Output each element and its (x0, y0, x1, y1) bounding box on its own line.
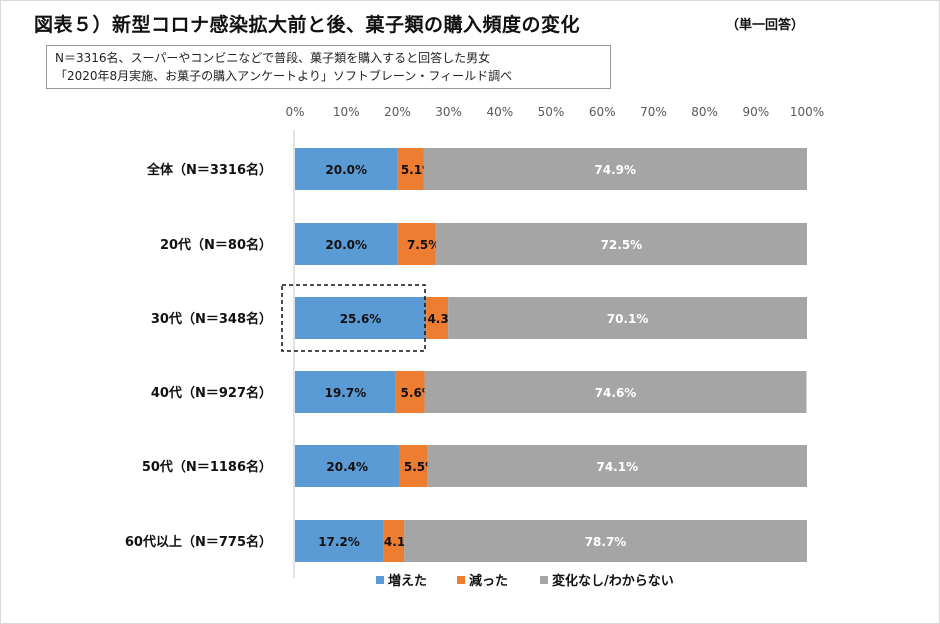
category-label: 30代（N＝348名） (151, 311, 272, 327)
data-label: 74.1% (596, 460, 638, 474)
chart-title: 図表５）新型コロナ感染拡大前と後、菓子類の購入頻度の変化 (34, 14, 581, 36)
legend-swatch (376, 576, 384, 584)
bar-segment (397, 148, 424, 190)
legend-label: 増えた (388, 573, 427, 589)
category-label: 20代（N＝80名） (160, 237, 272, 253)
answer-type-note: （単一回答） (726, 18, 805, 33)
bar-segment (397, 223, 436, 265)
bar-segment (295, 520, 384, 562)
bar-segment (423, 148, 807, 190)
data-label: 20.0% (325, 238, 367, 252)
legend-label: 減った (469, 573, 508, 589)
survey-note-line: N＝3316名、スーパーやコンビニなどで普段、菓子類を購入すると回答した男女 (55, 51, 491, 65)
x-tick-label: 20% (384, 105, 411, 119)
data-label: 74.9% (594, 163, 636, 177)
category-label: 全体（N＝3316名） (146, 162, 272, 178)
x-tick-label: 30% (435, 105, 462, 119)
legend-swatch (457, 576, 465, 584)
bar-segment (448, 297, 807, 339)
highlight-box (281, 284, 426, 352)
x-tick-label: 90% (742, 105, 769, 119)
bar-segment (295, 148, 398, 190)
x-tick-label: 50% (538, 105, 565, 119)
data-label: 72.5% (601, 238, 643, 252)
bar-segment (295, 445, 400, 487)
bar-segment (295, 371, 396, 413)
bar-segment (383, 520, 405, 562)
x-tick-label: 70% (640, 105, 667, 119)
data-label: 78.7% (585, 535, 627, 549)
bar-segment (404, 520, 807, 562)
bar-segment (295, 223, 398, 265)
bar-segment (295, 297, 427, 339)
category-label: 50代（N＝1186名） (142, 459, 272, 475)
bar-segment (424, 371, 807, 413)
legend-swatch (540, 576, 548, 584)
bar-segment (399, 445, 428, 487)
data-label: 20.4% (326, 460, 368, 474)
legend-label: 変化なし/わからない (552, 573, 674, 589)
data-label: 70.1% (607, 312, 649, 326)
data-label: 17.2% (318, 535, 360, 549)
x-tick-label: 10% (333, 105, 360, 119)
data-label: 20.0% (325, 163, 367, 177)
bar-segment (395, 371, 425, 413)
data-label: 25.6% (340, 312, 382, 326)
bar-segment (427, 445, 807, 487)
category-label: 40代（N＝927名） (151, 385, 272, 401)
bar-segment (426, 297, 449, 339)
data-label: 19.7% (325, 386, 367, 400)
bar-segment (435, 223, 807, 265)
data-label: 7.5% (407, 238, 440, 252)
x-tick-label: 60% (589, 105, 616, 119)
x-tick-label: 0% (285, 105, 304, 119)
data-label: 74.6% (595, 386, 637, 400)
survey-note-box: N＝3316名、スーパーやコンビニなどで普段、菓子類を購入すると回答した男女 「… (46, 45, 611, 89)
x-tick-label: 100% (790, 105, 824, 119)
survey-note-line: 「2020年8月実施、お菓子の購入アンケートより」ソフトブレーン・フィールド調べ (55, 69, 513, 83)
category-label: 60代以上（N＝775名） (125, 534, 272, 550)
x-tick-label: 80% (691, 105, 718, 119)
x-tick-label: 40% (486, 105, 513, 119)
